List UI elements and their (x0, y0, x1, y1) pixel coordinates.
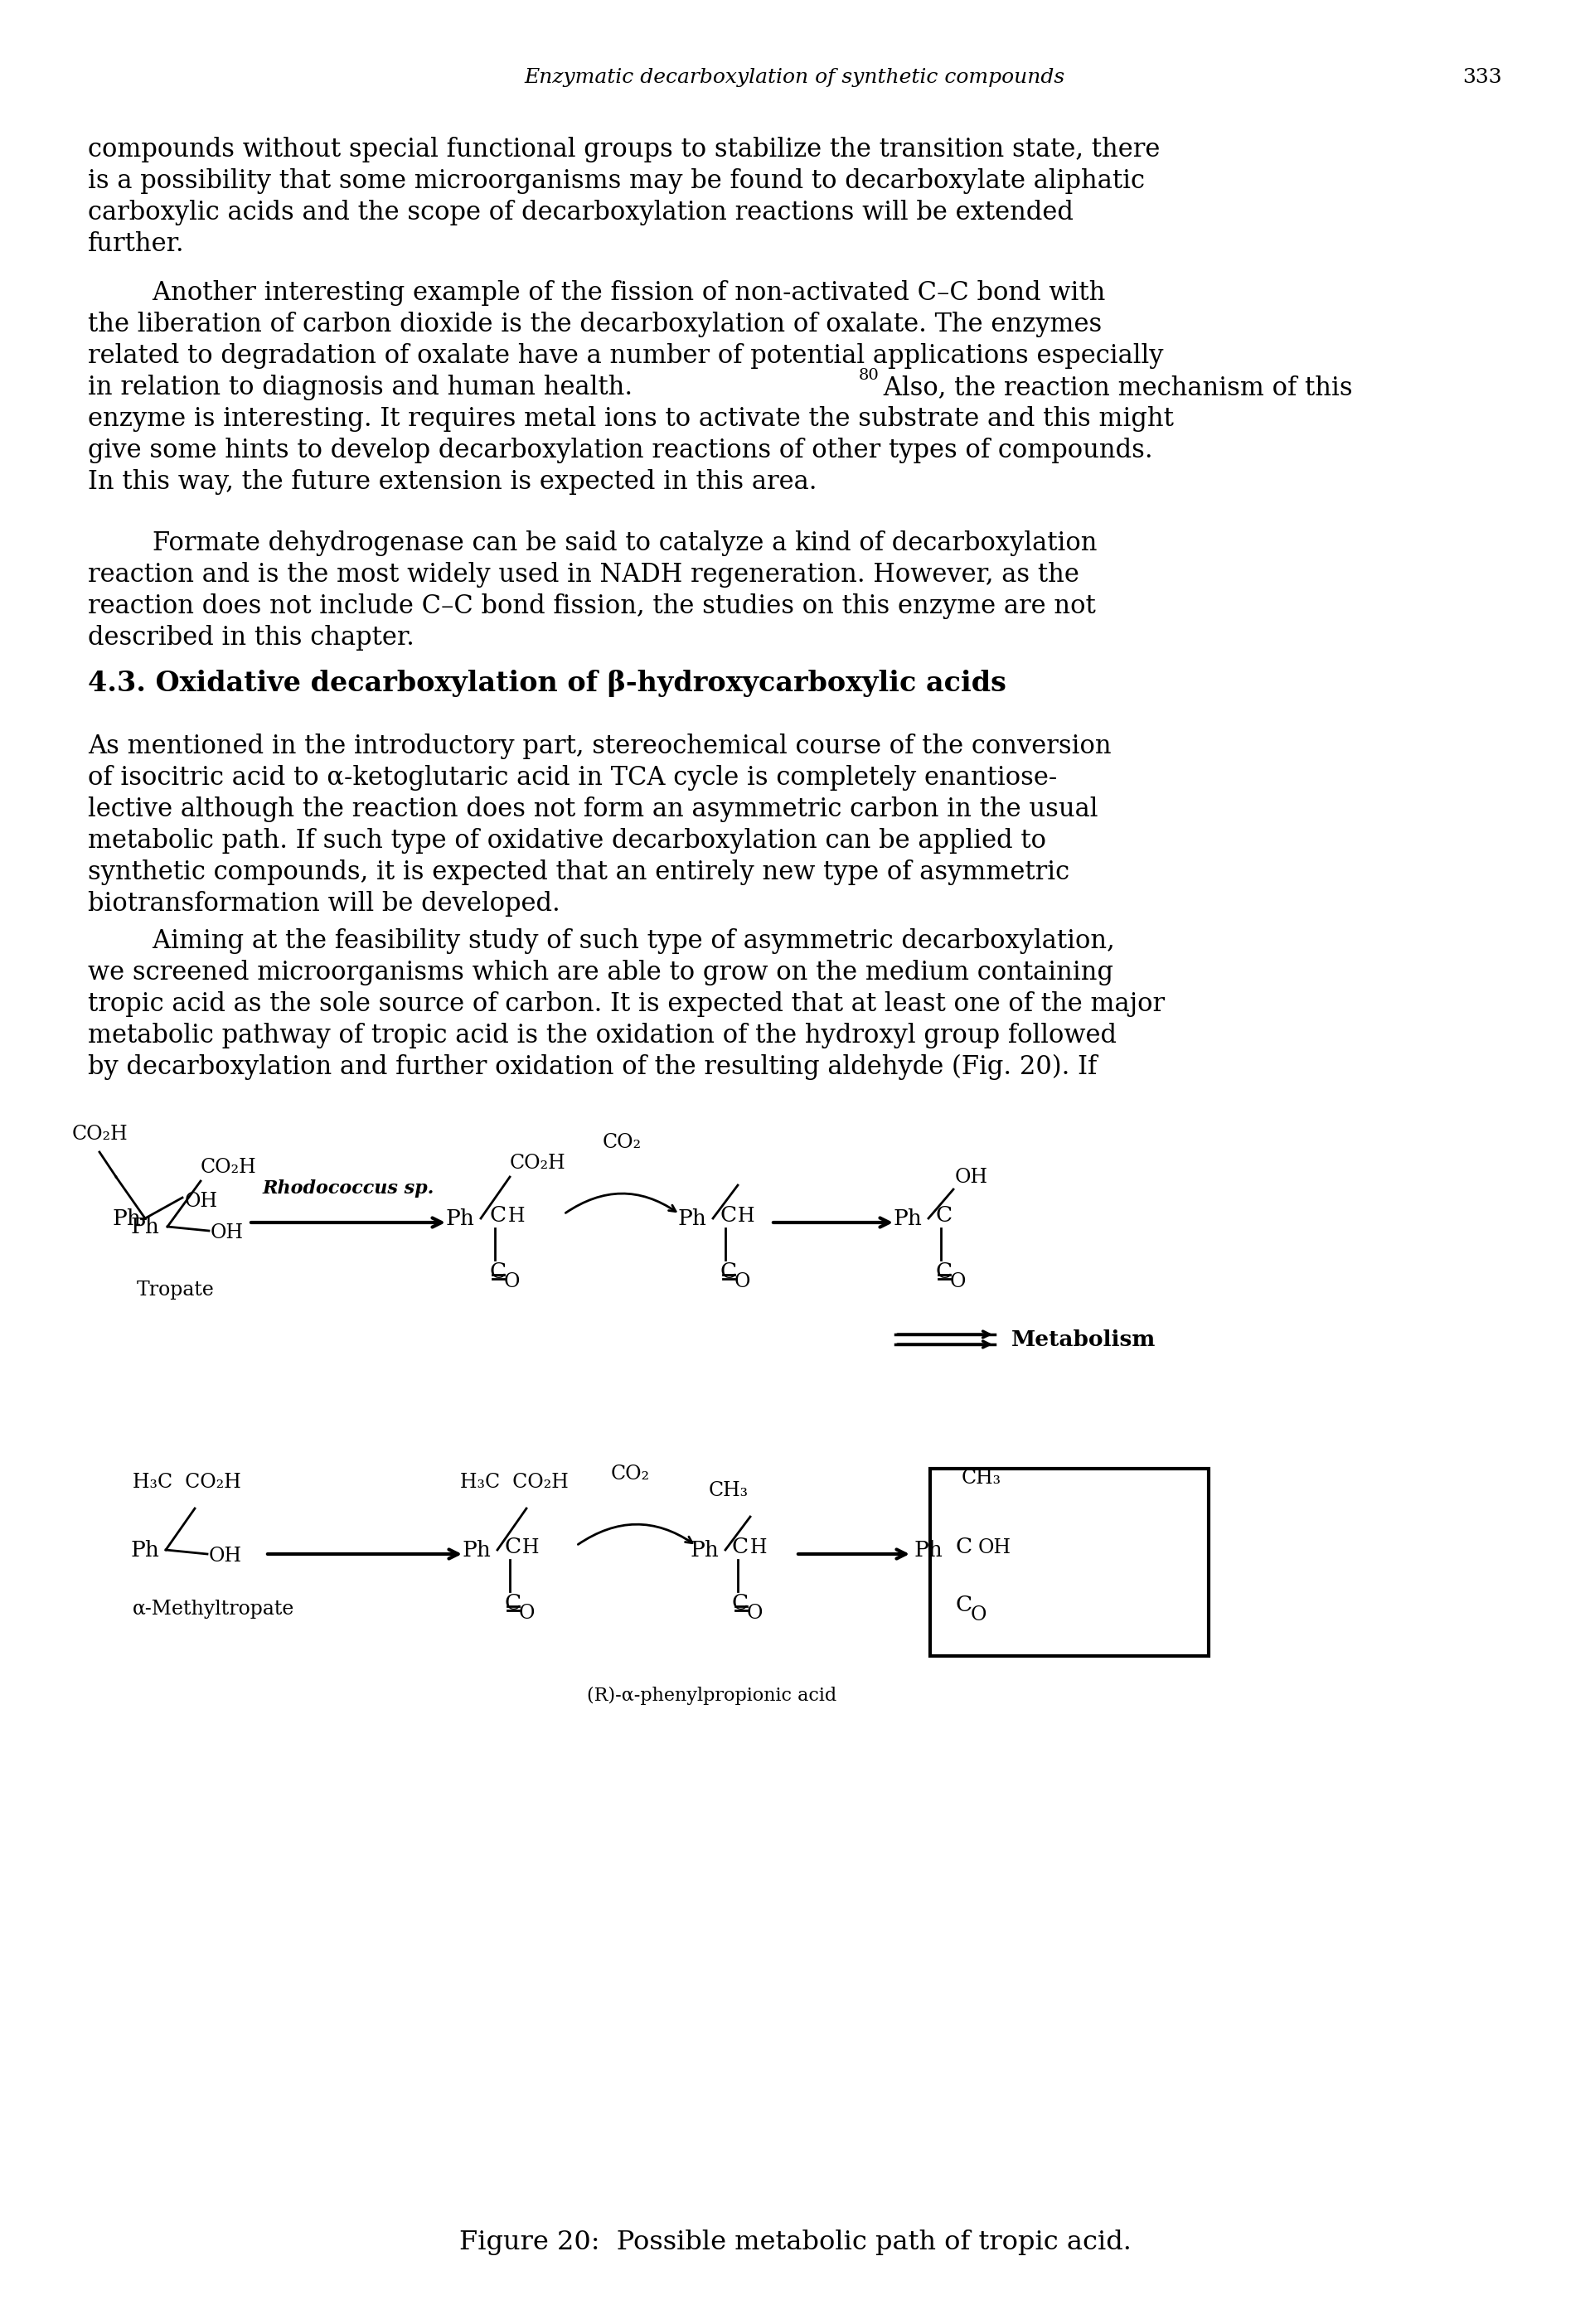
Text: carboxylic acids and the scope of decarboxylation reactions will be extended: carboxylic acids and the scope of decarb… (87, 200, 1073, 225)
Text: CH₃: CH₃ (962, 1469, 1002, 1487)
Text: Formate dehydrogenase can be said to catalyze a kind of decarboxylation: Formate dehydrogenase can be said to cat… (87, 530, 1097, 555)
Text: OH: OH (210, 1225, 243, 1243)
Text: CO₂H: CO₂H (200, 1157, 256, 1176)
Text: C: C (720, 1206, 736, 1227)
Text: Ph: Ph (894, 1208, 922, 1229)
Text: O: O (971, 1606, 987, 1624)
Text: O: O (949, 1271, 967, 1292)
Text: H₃C  CO₂H: H₃C CO₂H (132, 1473, 242, 1492)
Text: reaction and is the most widely used in NADH regeneration. However, as the: reaction and is the most widely used in … (87, 562, 1080, 588)
Text: give some hints to develop decarboxylation reactions of other types of compounds: give some hints to develop decarboxylati… (87, 437, 1153, 462)
Text: by decarboxylation and further oxidation of the resulting aldehyde (Fig. 20). If: by decarboxylation and further oxidation… (87, 1055, 1097, 1081)
Text: H: H (738, 1206, 755, 1225)
Text: OH: OH (208, 1548, 242, 1566)
Text: 4.3. Oxidative decarboxylation of β-hydroxycarboxylic acids: 4.3. Oxidative decarboxylation of β-hydr… (87, 669, 1006, 697)
Text: C: C (504, 1592, 520, 1613)
Text: in relation to diagnosis and human health.: in relation to diagnosis and human healt… (87, 374, 633, 400)
Text: C: C (935, 1206, 952, 1227)
Text: Ph: Ph (677, 1208, 706, 1229)
Text: CO₂H: CO₂H (510, 1153, 566, 1174)
Text: Ph: Ph (690, 1538, 719, 1559)
Text: Another interesting example of the fission of non-activated C–C bond with: Another interesting example of the fissi… (87, 281, 1105, 307)
Text: Also, the reaction mechanism of this: Also, the reaction mechanism of this (876, 374, 1353, 400)
Text: CO₂: CO₂ (603, 1134, 641, 1153)
Text: C: C (490, 1262, 506, 1283)
Text: C: C (490, 1206, 506, 1227)
Text: α-Methyltropate: α-Methyltropate (132, 1599, 294, 1620)
Text: Ph: Ph (914, 1538, 943, 1559)
Text: 333: 333 (1463, 67, 1503, 86)
Text: C: C (956, 1536, 973, 1557)
Text: Ph: Ph (130, 1538, 159, 1559)
Text: H: H (509, 1206, 525, 1225)
FancyBboxPatch shape (930, 1469, 1208, 1657)
Text: Figure 20:  Possible metabolic path of tropic acid.: Figure 20: Possible metabolic path of tr… (460, 2229, 1130, 2254)
Text: is a possibility that some microorganisms may be found to decarboxylate aliphati: is a possibility that some microorganism… (87, 167, 1145, 193)
Text: metabolic path. If such type of oxidative decarboxylation can be applied to: metabolic path. If such type of oxidativ… (87, 827, 1046, 853)
Text: of isocitric acid to α-ketoglutaric acid in TCA cycle is completely enantiose-: of isocitric acid to α-ketoglutaric acid… (87, 765, 1057, 790)
Text: compounds without special functional groups to stabilize the transition state, t: compounds without special functional gro… (87, 137, 1161, 163)
Text: In this way, the future extension is expected in this area.: In this way, the future extension is exp… (87, 469, 817, 495)
Text: Ph: Ph (461, 1538, 491, 1559)
Text: Metabolism: Metabolism (1011, 1329, 1156, 1350)
Text: tropic acid as the sole source of carbon. It is expected that at least one of th: tropic acid as the sole source of carbon… (87, 992, 1165, 1018)
Text: C: C (731, 1536, 749, 1557)
Text: synthetic compounds, it is expected that an entirely new type of asymmetric: synthetic compounds, it is expected that… (87, 860, 1070, 885)
Text: C: C (731, 1592, 749, 1613)
Text: Aiming at the feasibility study of such type of asymmetric decarboxylation,: Aiming at the feasibility study of such … (87, 927, 1115, 953)
Text: Ph: Ph (130, 1215, 159, 1236)
Text: O: O (747, 1604, 763, 1622)
Text: lective although the reaction does not form an asymmetric carbon in the usual: lective although the reaction does not f… (87, 797, 1099, 823)
Text: As mentioned in the introductory part, stereochemical course of the conversion: As mentioned in the introductory part, s… (87, 734, 1111, 760)
Text: H: H (750, 1538, 768, 1557)
Text: CH₃: CH₃ (709, 1480, 749, 1501)
Text: Ph: Ph (111, 1208, 142, 1229)
Text: we screened microorganisms which are able to grow on the medium containing: we screened microorganisms which are abl… (87, 960, 1113, 985)
Text: H: H (522, 1538, 539, 1557)
Text: C: C (504, 1536, 520, 1557)
Text: H₃C  CO₂H: H₃C CO₂H (460, 1473, 569, 1492)
Text: Tropate: Tropate (137, 1281, 215, 1299)
Text: Rhodococcus sp.: Rhodococcus sp. (262, 1178, 434, 1197)
Text: metabolic pathway of tropic acid is the oxidation of the hydroxyl group followed: metabolic pathway of tropic acid is the … (87, 1023, 1116, 1048)
Text: OH: OH (978, 1538, 1011, 1557)
Text: C: C (956, 1594, 973, 1615)
Text: OH: OH (184, 1192, 218, 1211)
Text: further.: further. (87, 232, 184, 258)
Text: reaction does not include C–C bond fission, the studies on this enzyme are not: reaction does not include C–C bond fissi… (87, 593, 1096, 618)
Text: (R)-α-phenylpropionic acid: (R)-α-phenylpropionic acid (587, 1687, 836, 1706)
Text: the liberation of carbon dioxide is the decarboxylation of oxalate. The enzymes: the liberation of carbon dioxide is the … (87, 311, 1102, 337)
Text: CO₂: CO₂ (611, 1464, 650, 1483)
Text: enzyme is interesting. It requires metal ions to activate the substrate and this: enzyme is interesting. It requires metal… (87, 407, 1173, 432)
Text: related to degradation of oxalate have a number of potential applications especi: related to degradation of oxalate have a… (87, 344, 1164, 370)
Text: described in this chapter.: described in this chapter. (87, 625, 415, 651)
Text: O: O (504, 1271, 520, 1292)
Text: C: C (720, 1262, 736, 1283)
Text: Enzymatic decarboxylation of synthetic compounds: Enzymatic decarboxylation of synthetic c… (525, 67, 1065, 86)
Text: CO₂H: CO₂H (72, 1125, 127, 1143)
Text: biotransformation will be developed.: biotransformation will be developed. (87, 890, 560, 916)
Text: O: O (735, 1271, 750, 1292)
Text: O: O (518, 1604, 536, 1622)
Text: 80: 80 (859, 367, 879, 383)
Text: Ph: Ph (445, 1208, 474, 1229)
Text: C: C (935, 1262, 952, 1283)
Text: OH: OH (956, 1167, 987, 1188)
